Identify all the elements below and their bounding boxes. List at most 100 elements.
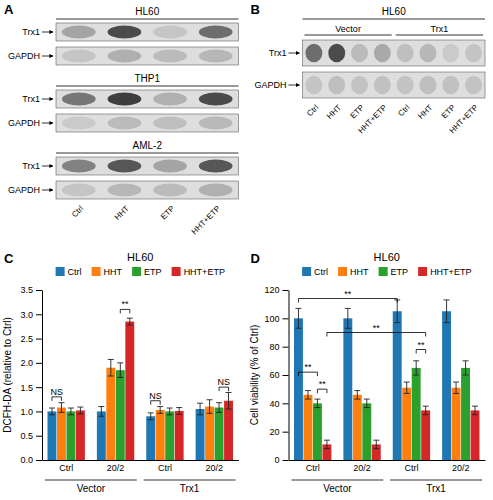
row-arrow: [42, 123, 53, 124]
band: [62, 117, 96, 130]
error-bar: [345, 308, 351, 328]
bar: [343, 318, 352, 460]
legend-swatch: [92, 267, 101, 276]
row-label: GAPDH: [8, 118, 40, 128]
tick-label: 20/2: [206, 463, 224, 473]
error-bar: [472, 406, 478, 415]
series: [66, 363, 223, 460]
tick-label: 80: [269, 342, 279, 352]
bar: [106, 368, 115, 460]
sig-label: **: [344, 289, 352, 299]
tick-mark: [283, 318, 289, 319]
tick: 0.0: [20, 455, 42, 465]
band: [305, 44, 322, 63]
group-rule: [390, 480, 482, 481]
legend-item: ETP: [379, 267, 409, 277]
band: [305, 76, 322, 95]
title-rule: [56, 19, 239, 20]
band: [465, 44, 482, 63]
band: [108, 184, 142, 197]
row-arrow: [42, 32, 53, 33]
band: [351, 76, 368, 95]
band: [328, 76, 345, 95]
band: [199, 26, 233, 39]
bar: [196, 409, 205, 460]
gel-strip: [303, 72, 486, 98]
tick: 60: [269, 370, 288, 380]
sig-bracket: [298, 372, 317, 376]
title-rule: [56, 153, 239, 154]
y-axis-line: [289, 291, 290, 461]
sig-bracket: [120, 309, 129, 313]
tick-label: 100: [264, 314, 279, 324]
legend-item: ETP: [132, 267, 162, 277]
bar: [125, 322, 134, 460]
blot-title: HL60: [382, 6, 406, 17]
error-bar: [157, 407, 163, 414]
tick: 40: [269, 399, 288, 409]
title-rule: [56, 86, 239, 87]
tick: 20/2: [107, 463, 125, 473]
error-bar: [364, 399, 370, 408]
lane-label: Ctrl: [70, 204, 85, 219]
bar: [97, 411, 106, 460]
band: [199, 160, 233, 173]
error-bar: [207, 400, 213, 414]
tick-label: 20/2: [452, 463, 470, 473]
bar: [353, 395, 362, 460]
tick: 3.0: [20, 310, 42, 320]
sig-bracket: [52, 397, 61, 401]
lane-label: Ctrl: [305, 103, 320, 118]
series: [303, 382, 460, 460]
error-bar: [216, 403, 222, 413]
error-bar: [127, 318, 133, 325]
series: [76, 318, 233, 460]
tick: 20/2: [452, 463, 470, 473]
x-axis-line: [289, 460, 486, 461]
x-axis-line: [43, 460, 240, 461]
band: [199, 117, 233, 130]
y-axis-title: DCFH-DA (relative to Ctrl): [2, 317, 13, 433]
bar: [303, 395, 312, 460]
y-axis-line: [42, 291, 43, 461]
error-bar: [413, 361, 419, 375]
tick-mark: [36, 363, 42, 364]
sig-label: **: [319, 379, 327, 389]
band: [108, 50, 142, 63]
bar: [66, 411, 75, 460]
bar: [393, 311, 402, 460]
sig-label: NS: [149, 391, 162, 401]
bar: [224, 401, 233, 460]
row-label: GAPDH: [8, 51, 40, 61]
lane-label: HHT: [416, 103, 434, 121]
row-label: Trx1: [22, 27, 40, 37]
row-label: Trx1: [269, 48, 287, 58]
tick-label: Ctrl: [306, 463, 320, 473]
legend: CtrlHHTETPHHT+ETP: [56, 267, 225, 277]
legend-label: HHT: [350, 267, 369, 277]
x-axis: Ctrl20/2Ctrl20/2: [43, 461, 240, 474]
row-arrow: [42, 99, 53, 100]
tick: 0.5: [20, 431, 42, 441]
lane-label: ETP: [159, 204, 176, 221]
sig-label: NS: [218, 377, 231, 387]
lane-label: HHT+ETP: [190, 204, 222, 236]
row-label: Trx1: [22, 161, 40, 171]
tick-mark: [283, 375, 289, 376]
gel-strip: [303, 40, 486, 66]
band: [108, 117, 142, 130]
band: [442, 44, 459, 63]
lane-label: HHT: [113, 204, 131, 222]
error-bar: [226, 392, 232, 409]
error-bar: [324, 440, 330, 449]
tick-mark: [283, 460, 289, 461]
band: [62, 93, 96, 106]
bar: [76, 410, 85, 460]
sig-label: **: [122, 299, 130, 309]
tick-mark: [283, 432, 289, 433]
legend-label: HHT+ETP: [184, 267, 225, 277]
gel-strip: [56, 47, 239, 65]
y-axis-title: Cell viability (% of Ctrl): [249, 325, 260, 426]
tick: 2.0: [20, 358, 42, 368]
bar: [205, 407, 214, 460]
